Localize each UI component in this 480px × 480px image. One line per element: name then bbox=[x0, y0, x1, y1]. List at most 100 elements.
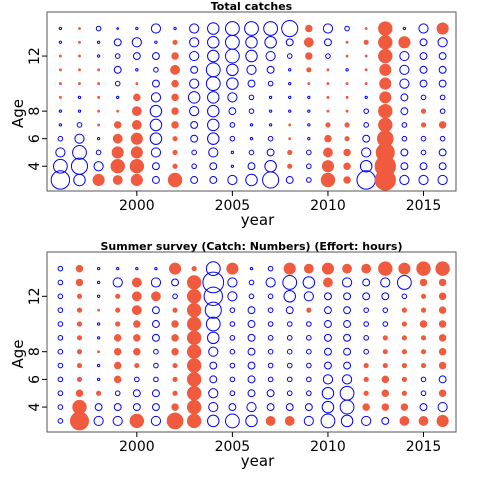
bubble-negative bbox=[288, 81, 292, 86]
bubble-negative bbox=[267, 293, 274, 300]
bubble-negative bbox=[113, 403, 122, 412]
bubble-negative bbox=[154, 266, 158, 271]
bubble-negative bbox=[418, 174, 429, 186]
bubble-positive bbox=[399, 416, 410, 426]
bubble-negative bbox=[151, 403, 160, 412]
bubble-negative bbox=[343, 292, 352, 301]
bubble-positive bbox=[130, 132, 143, 145]
bubble-positive bbox=[265, 416, 276, 426]
bubble-positive bbox=[287, 149, 293, 156]
bubble-positive bbox=[116, 109, 120, 113]
bubble-negative bbox=[96, 363, 101, 368]
bubble-negative bbox=[400, 107, 409, 116]
bubble-positive bbox=[171, 334, 179, 342]
bubble-positive bbox=[172, 136, 178, 142]
bubble-negative bbox=[361, 147, 372, 158]
bubble-positive bbox=[326, 95, 330, 99]
x-tick-label: 2010 bbox=[310, 439, 346, 455]
bubble-positive bbox=[401, 376, 407, 382]
bubble-negative bbox=[246, 401, 257, 413]
bubble-negative bbox=[363, 108, 369, 114]
bubble-negative bbox=[154, 40, 158, 44]
bubble-negative bbox=[303, 291, 314, 302]
bubble-negative bbox=[229, 335, 236, 341]
bubble-negative bbox=[396, 275, 412, 290]
bubble-positive bbox=[398, 36, 411, 49]
bubble-positive bbox=[364, 82, 368, 86]
bubble-positive bbox=[58, 68, 62, 72]
bubble-negative bbox=[204, 301, 222, 319]
bubble-negative bbox=[419, 162, 428, 171]
bubble-negative bbox=[207, 331, 220, 345]
bubble-positive bbox=[76, 376, 83, 382]
bubble-negative bbox=[286, 376, 293, 383]
bubble-negative bbox=[400, 93, 409, 102]
bubble-negative bbox=[96, 294, 101, 298]
bubble-negative bbox=[151, 333, 160, 342]
bubble-negative bbox=[224, 48, 240, 64]
x-tick-label: 2015 bbox=[406, 198, 442, 214]
bubble-positive bbox=[97, 68, 101, 72]
bubble-negative bbox=[344, 25, 350, 32]
bubble-negative bbox=[50, 170, 71, 190]
bubble-negative bbox=[438, 65, 447, 74]
bubble-positive bbox=[288, 137, 292, 141]
bubble-negative bbox=[227, 277, 238, 288]
bubble-positive bbox=[78, 68, 81, 72]
x-tick-label: 2000 bbox=[119, 198, 155, 214]
x-tick-label: 2015 bbox=[406, 439, 442, 455]
bubble-positive bbox=[438, 361, 447, 370]
bubble-negative bbox=[74, 133, 85, 144]
bubble-negative bbox=[356, 170, 376, 190]
bubble-positive bbox=[344, 122, 350, 128]
bubble-negative bbox=[52, 158, 68, 174]
bubble-positive bbox=[130, 146, 143, 159]
bubble-positive bbox=[172, 376, 178, 382]
bubble-negative bbox=[361, 415, 372, 427]
bubble-negative bbox=[419, 65, 428, 74]
bubble-positive bbox=[172, 149, 178, 156]
bubble-negative bbox=[306, 362, 312, 369]
bubble-negative bbox=[96, 54, 101, 58]
bubble-positive bbox=[436, 414, 449, 427]
bubble-negative bbox=[285, 176, 294, 184]
bubble-negative bbox=[58, 123, 63, 127]
bubble-positive bbox=[58, 82, 62, 86]
bubble-positive bbox=[418, 416, 429, 426]
bubble-negative bbox=[95, 25, 102, 32]
bubble-positive bbox=[134, 362, 140, 369]
bubble-positive bbox=[420, 122, 427, 128]
bubble-positive bbox=[129, 159, 145, 174]
bubble-negative bbox=[207, 22, 220, 35]
bubble-negative bbox=[96, 322, 101, 326]
bubble-negative bbox=[226, 63, 239, 77]
bubble-positive bbox=[76, 349, 83, 355]
bubble-positive bbox=[398, 262, 411, 275]
bubble-negative bbox=[306, 177, 312, 183]
bubble-negative bbox=[307, 95, 311, 100]
bubble-positive bbox=[400, 403, 409, 411]
bubble-negative bbox=[151, 52, 160, 61]
bubble-negative bbox=[266, 403, 275, 412]
bubble-positive bbox=[436, 22, 449, 35]
bubble-negative bbox=[208, 346, 219, 357]
bubble-negative bbox=[96, 280, 101, 285]
bubble-negative bbox=[247, 79, 256, 88]
bubble-positive bbox=[378, 21, 393, 36]
bubble-negative bbox=[114, 80, 121, 87]
bubble-negative bbox=[399, 78, 410, 89]
bubble-positive bbox=[362, 403, 370, 411]
bubble-positive bbox=[111, 146, 124, 159]
bubble-positive bbox=[115, 321, 121, 327]
bubble-negative bbox=[57, 418, 64, 424]
bubble-positive bbox=[438, 347, 447, 356]
bubble-negative bbox=[57, 362, 64, 369]
bubble-positive bbox=[172, 362, 178, 369]
bubble-negative bbox=[266, 389, 275, 398]
bubble-negative bbox=[207, 91, 220, 104]
bubble-negative bbox=[286, 390, 293, 397]
bubble-positive bbox=[97, 82, 101, 86]
bubble-negative bbox=[307, 123, 311, 127]
bubble-negative bbox=[263, 21, 279, 36]
bubble-positive bbox=[345, 54, 349, 58]
